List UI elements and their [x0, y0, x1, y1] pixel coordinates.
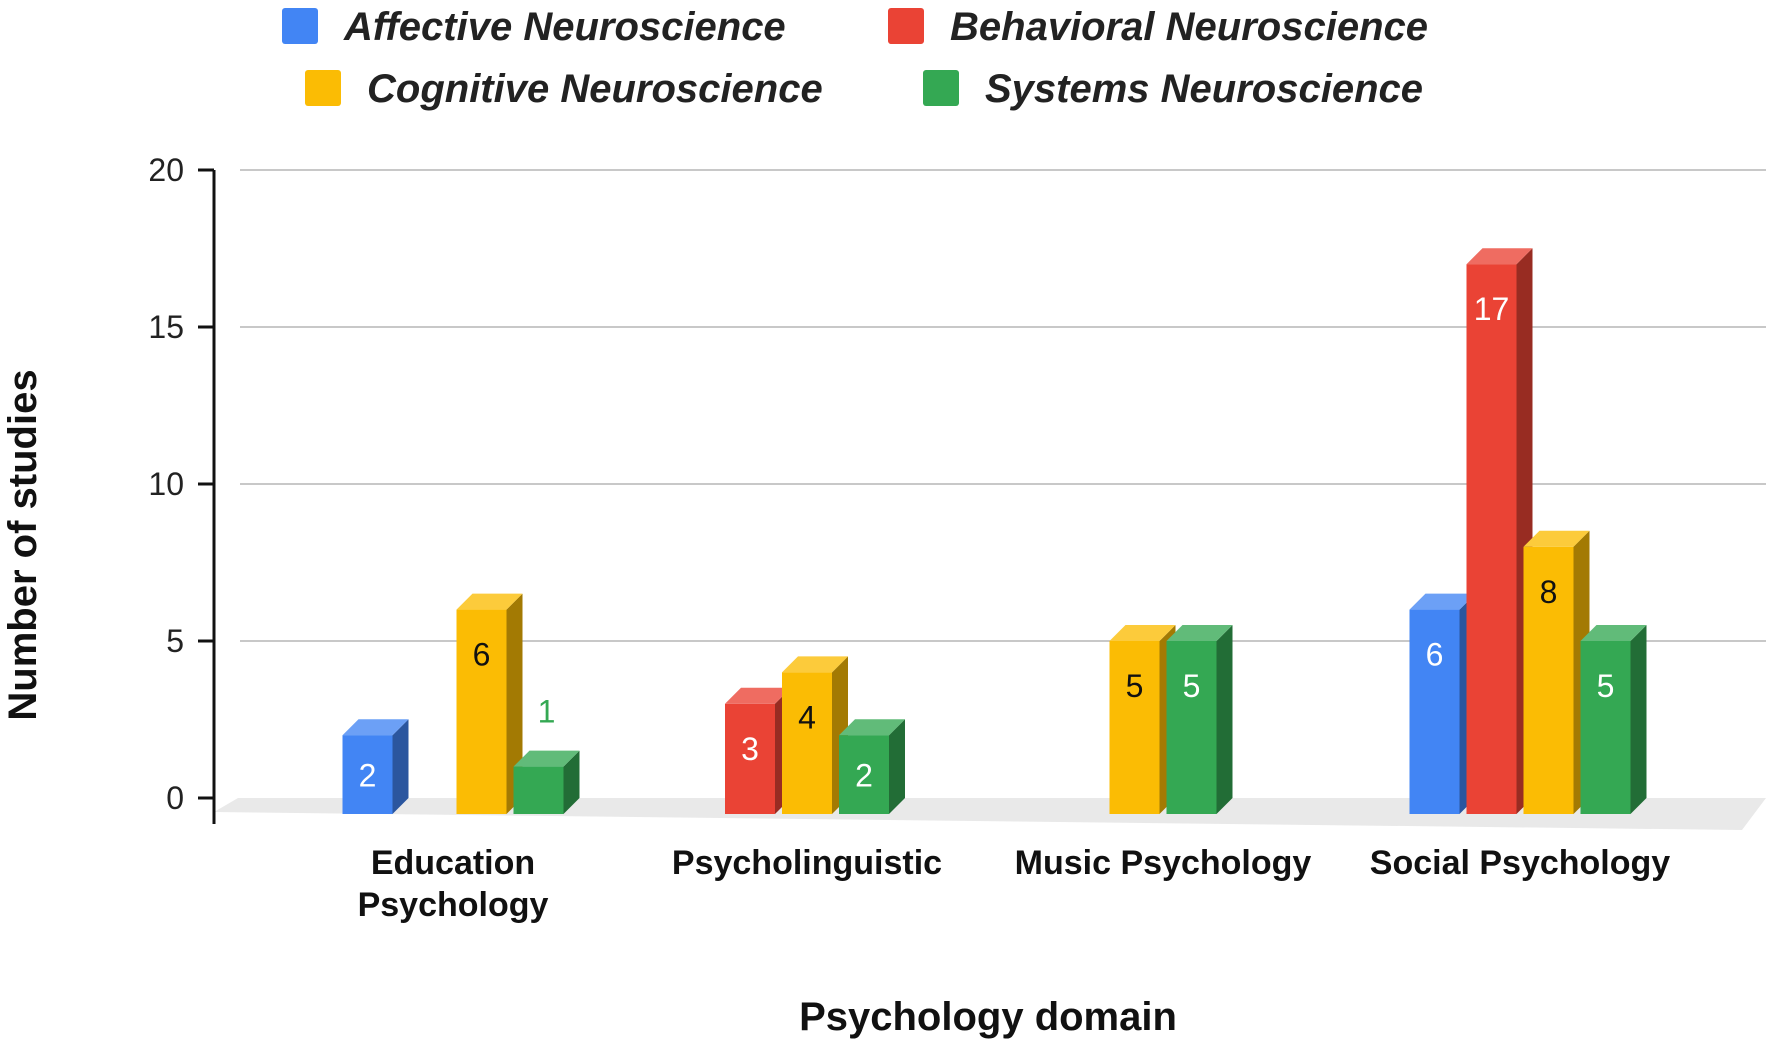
- bar: [1409, 609, 1460, 814]
- bar: [1523, 546, 1574, 814]
- category-label: Psychology: [358, 886, 549, 924]
- y-tick-label: 10: [148, 466, 184, 502]
- x-axis-title: Psychology domain: [799, 995, 1177, 1039]
- bar-top: [342, 719, 409, 736]
- category-label: Social Psychology: [1370, 844, 1671, 882]
- legend-swatch: [305, 70, 341, 106]
- bar-top: [1109, 625, 1176, 641]
- bar-top: [1409, 593, 1476, 610]
- y-tick-label: 5: [166, 623, 184, 659]
- data-label: 5: [1597, 668, 1615, 704]
- y-axis-title: Number of studies: [1, 369, 45, 720]
- data-label: 17: [1474, 291, 1510, 327]
- bar-top: [456, 593, 523, 610]
- bar-top: [1580, 625, 1647, 641]
- data-label: 8: [1540, 574, 1558, 610]
- bar-top: [725, 687, 791, 704]
- bar: [1166, 641, 1217, 814]
- bar-side: [889, 719, 905, 814]
- bar: [725, 703, 775, 814]
- bar: [1580, 641, 1631, 814]
- bar-top: [1466, 248, 1533, 265]
- bar-side: [506, 593, 523, 814]
- bars: 2 6 1 3 4 2 5 5 6 17 8 5: [342, 248, 1647, 814]
- category-labels: Education Psychology Psycholinguistic Music…: [358, 844, 1671, 924]
- bar: [513, 766, 564, 814]
- data-label: 5: [1183, 668, 1201, 704]
- data-label: 5: [1126, 668, 1144, 704]
- category-label: Education: [371, 844, 535, 882]
- legend-swatch: [888, 8, 924, 44]
- chart-floor: [214, 798, 1766, 830]
- legend-entry: Cognitive Neuroscience: [367, 67, 823, 111]
- bar-top: [782, 656, 848, 673]
- category-label: Psycholinguistic: [672, 844, 942, 882]
- y-axis: 0 5 10 15 20: [148, 152, 216, 824]
- data-label: 2: [855, 758, 873, 794]
- bar: [342, 735, 393, 814]
- legend-entry: Systems Neuroscience: [985, 67, 1423, 111]
- legend-swatch: [282, 8, 318, 44]
- data-label: 4: [798, 699, 816, 735]
- bar-side: [392, 719, 409, 814]
- y-tick-label: 20: [148, 152, 184, 188]
- data-label: 2: [359, 758, 377, 794]
- bar-top: [1523, 530, 1590, 547]
- bar-side: [1216, 625, 1233, 814]
- bar: [839, 735, 889, 814]
- legend-swatch: [923, 70, 959, 106]
- bar-side: [563, 750, 580, 814]
- floor-plane: [214, 798, 1766, 830]
- y-tick-label: 0: [166, 780, 184, 816]
- data-label: 3: [741, 731, 759, 767]
- y-tick-label: 15: [148, 309, 184, 345]
- data-label: 6: [473, 637, 491, 673]
- legend: Affective Neuroscience Behavioral Neurosc…: [282, 5, 1428, 111]
- legend-entry: Behavioral Neuroscience: [950, 5, 1428, 49]
- data-label: 1: [538, 694, 556, 730]
- bar: [782, 672, 832, 814]
- bar-top: [839, 719, 905, 736]
- bar-top: [513, 750, 580, 767]
- data-label: 6: [1426, 637, 1444, 673]
- bar: [1466, 264, 1517, 814]
- bar-side: [1630, 625, 1647, 814]
- bar: [1109, 641, 1160, 814]
- category-label: Music Psychology: [1015, 844, 1312, 882]
- bar: [456, 609, 507, 814]
- legend-entry: Affective Neuroscience: [343, 5, 786, 49]
- bar-top: [1166, 625, 1233, 641]
